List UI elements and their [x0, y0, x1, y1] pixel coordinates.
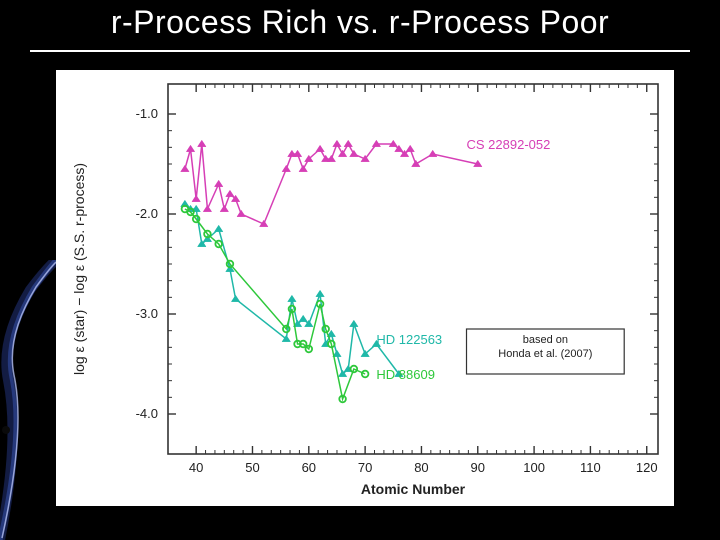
x-tick-label: 100: [523, 460, 545, 475]
y-tick-label: -2.0: [136, 206, 158, 221]
y-axis-label: log ε (star) − log ε (S.S. r-process): [71, 163, 87, 375]
y-tick-label: -4.0: [136, 406, 158, 421]
title-underline: [30, 50, 690, 52]
x-tick-label: 120: [636, 460, 658, 475]
series-label: CS 22892-052: [467, 137, 551, 152]
annotation-text: based on: [523, 334, 568, 346]
annotation-text: Honda et al. (2007): [498, 348, 592, 360]
page-title: r-Process Rich vs. r-Process Poor: [0, 4, 720, 41]
x-tick-label: 110: [580, 460, 601, 475]
x-tick-label: 60: [302, 460, 316, 475]
y-tick-label: -3.0: [136, 306, 158, 321]
plot-frame: [168, 84, 658, 454]
series-line: [185, 209, 365, 399]
y-tick-label: -1.0: [136, 106, 158, 121]
x-tick-label: 90: [471, 460, 485, 475]
x-tick-label: 50: [245, 460, 259, 475]
decorative-curve: [0, 260, 56, 540]
slide-root: r-Process Rich vs. r-Process Poor 40 50 60…: [0, 0, 720, 540]
x-tick-label: 80: [414, 460, 428, 475]
x-tick-label: 40: [189, 460, 203, 475]
series-label: HD 122563: [376, 332, 442, 347]
x-axis-label: Atomic Number: [361, 481, 466, 497]
chart-svg: 40 50 60 70 80 90 100 110 120 -1.0 -2.0 -3.0 -4.0 Ato…: [56, 70, 674, 506]
chart-panel: 40 50 60 70 80 90 100 110 120 -1.0 -2.0 -3.0 -4.0 Ato…: [56, 70, 674, 506]
series-label: HD 88609: [376, 367, 435, 382]
x-tick-label: 70: [358, 460, 372, 475]
